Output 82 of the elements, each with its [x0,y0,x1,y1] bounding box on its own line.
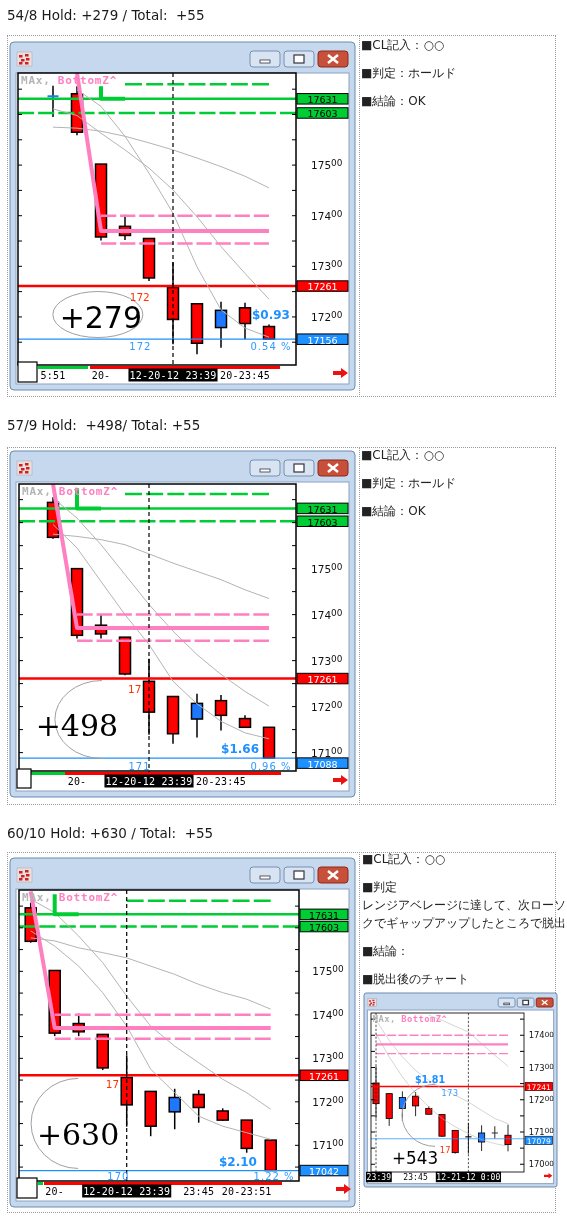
ref-line-label: 17631 [308,909,340,921]
y-tick-label: 173$^{00}$ [312,1051,345,1065]
ref-line-label: 17261 [307,673,338,685]
x-tick-label: 20-23:45 [220,369,270,381]
annotation: 172 [129,340,152,352]
x-tick-label: 20-23:45 [196,775,246,787]
chart-title: 60/10 Hold: +630 / Total: +55 [7,824,214,842]
y-tick-label: 170$^{00}$ [528,1158,555,1170]
x-tick-label: 23:45 [403,1172,428,1182]
annotation: +630 [36,1116,120,1152]
text: MAx, [21,73,51,87]
annotation: $0.93 [252,308,290,323]
annotation: 17 [128,682,142,695]
text: ■脱出後のチャート [362,971,471,988]
x-tick-label: 12-20-12 23:39 [129,369,217,381]
y-tick-label: 173$^{00}$ [311,653,343,667]
y-tick-label: 174$^{00}$ [311,208,343,222]
text: ■判定：ホールド [361,475,458,492]
ref-line-label: 17261 [307,280,338,292]
text: ■結論： [362,943,411,960]
x-tick-label: 20-23:51 [221,1185,272,1197]
annotation: 172 [129,290,150,303]
annotation: 170 [107,1170,130,1182]
text: ■判定：ホールド [361,65,458,82]
y-tick-label: 171$^{00}$ [312,1138,345,1152]
y-tick-label: 174$^{00}$ [528,1029,555,1041]
annotation: 171 [128,760,151,772]
ref-line-label: 17261 [308,1070,340,1082]
annotation: $2.10 [218,1154,257,1169]
annotation: 1.22 % [253,1170,295,1182]
y-tick-label: 172$^{00}$ [311,309,343,323]
text: ■結論：OK [361,503,427,520]
x-tick-label: 23:39 [366,1172,392,1182]
x-tick-label: 20- [45,1185,65,1197]
y-tick-label: 173$^{00}$ [528,1061,555,1073]
text: MAx, [22,484,52,498]
y-tick-label: 173$^{00}$ [311,259,343,273]
ref-line-label: 17603 [308,921,340,933]
text: MAx, [372,1013,396,1024]
text: ■CL記入：○○ [362,851,447,868]
x-tick-label: 20- [91,369,111,381]
x-tick-label: 20- [67,775,87,787]
text: レンジアベレージに達して、次ローソクでギャップアップしたところで脱出 [362,897,567,932]
annotation: +498 [35,707,119,743]
x-tick-label: 12-20-12 23:39 [83,1185,171,1197]
x-tick-label: 5:51 [40,369,66,381]
ref-line-label: 17088 [307,758,338,769]
y-tick-label: 172$^{00}$ [528,1093,555,1105]
x-tick-label: 12-21-12 0:00 [436,1172,501,1182]
annotation: $1.66 [221,742,260,757]
chart-title: 57/9 Hold: +498/ Total: +55 [7,416,201,434]
annotation: 173 [441,1088,459,1097]
y-tick-label: 174$^{00}$ [311,607,343,621]
x-tick-label: 23:45 [183,1185,215,1197]
y-tick-label: 174$^{00}$ [312,1007,345,1021]
y-tick-label: 175$^{00}$ [312,964,345,978]
annotation: +543 [392,1148,439,1169]
y-tick-label: 175$^{00}$ [311,561,343,575]
chart-title: 54/8 Hold: +279 / Total: +55 [7,6,205,24]
ref-line-label: 17603 [307,107,338,119]
annotation: 0.96 % [250,760,292,772]
ref-line-label: 17631 [307,93,338,105]
text: ■結論：OK [361,93,427,110]
y-tick-label: 175$^{00}$ [311,158,343,172]
y-tick-label: 171$^{00}$ [528,1125,555,1138]
y-tick-label: 172$^{00}$ [312,1094,345,1108]
annotation: 17 [439,1144,451,1155]
annotation: $1.81 [414,1073,446,1085]
y-tick-label: 171$^{00}$ [311,745,343,759]
text: ■CL記入：○○ [361,447,446,464]
text: ■判定 [362,879,399,896]
annotation: 17 [105,1078,120,1091]
text: BottomZ^ [401,1013,448,1024]
text: BottomZ^ [58,890,119,904]
annotation: 0.54 % [250,340,292,352]
text: ■CL記入：○○ [361,37,446,54]
x-tick-label: 12-20-12 23:39 [105,775,193,787]
ref-line-label: 17631 [307,503,338,515]
ref-line-label: 17156 [307,334,338,346]
ref-line-label: 17042 [308,1165,340,1177]
ref-line-label: 17603 [307,516,338,528]
y-tick-label: 172$^{00}$ [311,699,343,713]
